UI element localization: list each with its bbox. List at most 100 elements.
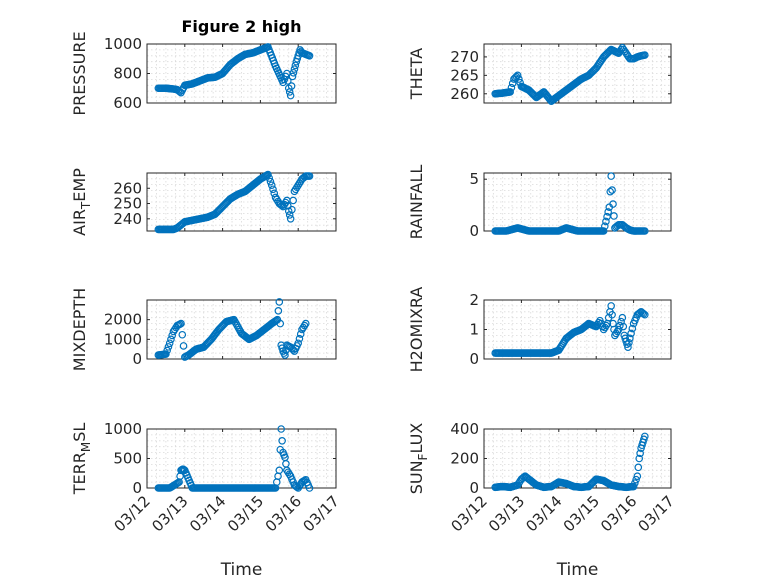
data-point: [624, 343, 632, 352]
y-axis-label-tail: EMP: [70, 168, 89, 202]
y-tick-label: 1000: [104, 35, 142, 53]
data-point: [632, 475, 640, 484]
data-point: [641, 227, 649, 235]
y-tick-label: 0: [469, 222, 479, 240]
x-tick-label: 03/13: [148, 492, 191, 535]
data-point: [294, 339, 303, 348]
y-axis-label-tail: LUX: [407, 423, 426, 454]
data-point: [305, 484, 314, 492]
y-axis-label-main: TERR: [70, 452, 89, 495]
x-tick-label: 03/14: [522, 492, 565, 535]
data-point: [167, 335, 175, 344]
data-point: [164, 343, 173, 351]
axes-frame: [146, 172, 337, 232]
data-point: [626, 334, 634, 343]
data-point: [179, 342, 188, 350]
data-point: [601, 222, 609, 231]
data-point: [641, 432, 649, 441]
data-point: [512, 72, 521, 81]
data-point: [608, 310, 616, 319]
x-tick-label: 03/15: [560, 492, 603, 535]
data-point: [636, 308, 644, 317]
y-tick-label: 1: [469, 321, 479, 339]
data-point: [305, 172, 314, 180]
y-tick-label: 200: [450, 450, 479, 468]
x-axis-label: Time: [556, 560, 599, 580]
chart-title: Figure 2 high: [182, 17, 302, 36]
data-point: [270, 189, 279, 198]
data-point: [608, 186, 616, 194]
data-point: [633, 472, 642, 481]
data-point: [286, 214, 295, 223]
data-point: [506, 88, 514, 96]
data-point: [515, 75, 523, 83]
y-tick-label: 800: [113, 65, 142, 83]
y-axis-label: AIRTEMP: [70, 168, 93, 236]
y-tick-label: 260: [450, 85, 479, 103]
data-point: [628, 324, 637, 333]
data-point: [286, 91, 295, 100]
x-tick-label: 03/17: [300, 492, 343, 535]
data-point: [284, 202, 292, 210]
x-tick-label: 03/16: [597, 492, 640, 535]
data-point: [288, 205, 296, 214]
data-point: [177, 319, 185, 328]
series-markers: [491, 302, 649, 357]
data-point: [513, 71, 522, 80]
y-axis-label: MIXDEPTH: [70, 288, 89, 371]
y-axis-label-main: AIR: [70, 209, 89, 236]
data-point: [636, 449, 644, 458]
data-point: [291, 61, 300, 70]
data-point: [606, 187, 615, 196]
y-tick-label: 0: [132, 350, 142, 368]
x-tick-label: 03/12: [448, 492, 491, 535]
data-point: [609, 200, 617, 208]
data-point: [607, 302, 615, 310]
series-markers: [491, 43, 649, 105]
y-tick-label: 0: [469, 350, 479, 368]
y-tick-label: 0: [469, 479, 479, 497]
y-axis-label-main: THETA: [407, 48, 426, 100]
data-point: [281, 351, 289, 359]
y-axis-label-sub: F: [416, 453, 430, 460]
axes-frame: [146, 299, 337, 360]
data-point: [275, 298, 284, 306]
data-point: [163, 346, 171, 355]
data-point: [165, 339, 174, 348]
data-point: [619, 322, 628, 331]
y-axis-label: H2OMIXRA: [407, 287, 426, 373]
data-point: [278, 436, 286, 445]
data-point: [282, 460, 290, 468]
y-axis-label-main: PRESSURE: [70, 31, 89, 115]
data-point: [305, 51, 314, 60]
data-point: [635, 454, 644, 463]
y-axis-label: TERRMSL: [70, 423, 93, 496]
x-tick-label: 03/12: [111, 492, 154, 535]
y-tick-label: 270: [450, 48, 479, 66]
y-tick-label: 600: [113, 94, 142, 112]
data-point: [275, 466, 284, 475]
data-point: [520, 473, 528, 481]
y-axis-label-tail: SL: [70, 423, 89, 442]
data-point: [274, 307, 283, 315]
y-tick-label: 5: [469, 170, 479, 188]
axes-frame: [483, 43, 672, 104]
y-axis-label-main: MIXDEPTH: [70, 288, 89, 371]
y-axis-label: PRESSURE: [70, 31, 89, 115]
y-axis-label-sub: T: [79, 201, 93, 210]
data-point: [264, 170, 272, 179]
y-axis-label: RAINFALL: [407, 165, 426, 240]
y-tick-label: 1000: [104, 330, 142, 348]
subplot-4: 0 5 RAINFALL: [407, 165, 672, 240]
data-point: [617, 45, 625, 54]
y-axis-label-sub: M: [79, 442, 93, 452]
data-point: [602, 217, 610, 226]
x-axis-label: Time: [220, 560, 263, 580]
y-tick-label: 250: [113, 195, 142, 213]
data-point: [607, 172, 615, 180]
y-tick-label: 1000: [104, 420, 142, 438]
